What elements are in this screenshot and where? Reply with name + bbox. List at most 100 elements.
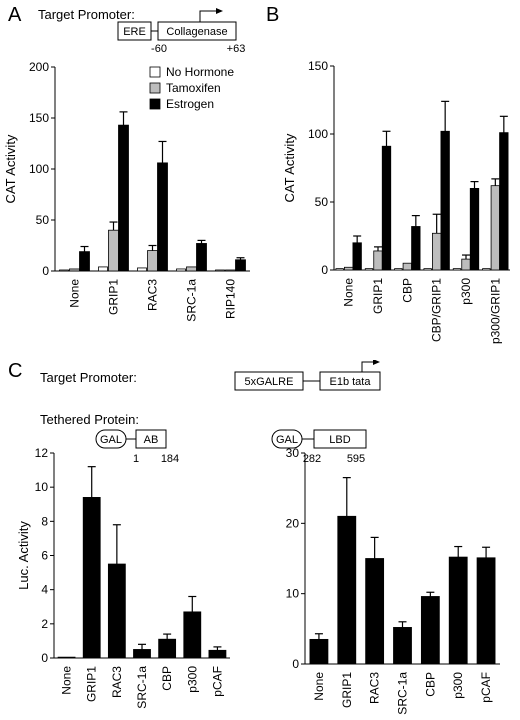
y-tick-label: 50 [36,213,50,227]
transcription-arrow [199,10,216,22]
bar [157,162,168,272]
tether-diagram-lbd: GAL LBD 282 595 [271,429,367,465]
y-tick-label: 2 [41,617,48,631]
x-tick-label: None [60,666,74,695]
y-tick-label: 150 [29,111,49,125]
collagenase-box [157,21,237,41]
bar [364,268,374,271]
promoter-label: Target Promoter: [38,7,135,22]
bar [215,269,225,272]
e1b-box [319,371,381,391]
x-tick-label: RAC3 [110,666,124,698]
bar [59,269,69,272]
bar [482,268,491,271]
legend-label: No Hormone [166,65,234,79]
bar [186,266,197,272]
x-tick-label: GRIP1 [371,278,385,314]
collagenase-label: Collagenase [166,26,227,38]
ab-label: AB [144,434,159,446]
y-tick-label: 8 [41,514,48,528]
y-axis-label: Luc. Activity [16,521,31,590]
y-tick-label: 0 [42,264,49,278]
y-axis-label: CAT Activity [3,134,18,203]
y-tick-label: 200 [29,60,49,74]
ere-label: ERE [123,26,146,38]
x-tick-label: RAC3 [146,279,160,311]
bar [337,515,357,665]
legend-swatch [149,66,161,78]
x-tick-label: pCAF [479,672,493,703]
y-tick-label: 20 [286,516,300,530]
bar [402,262,412,271]
bar [107,563,126,659]
y-tick-label: 100 [29,162,49,176]
x-tick-label: RIP140 [224,279,238,319]
chart-c-left: 0 2 4 6 8 10 12 Luc. Activity None GRIP1 RAC3 SRC-1… [16,446,230,709]
bar [196,243,207,272]
bar [208,649,227,659]
lbd-label: LBD [329,434,350,446]
x-tick-label: GRIP1 [340,672,354,708]
transcription-arrowhead [216,8,223,14]
panel-letter-a: A [8,4,22,26]
bar [448,556,468,665]
chart-b: 0 50 100 150 CAT Activity None GRIP1 CBP CBP/GRI… [282,59,510,344]
bar [82,497,101,659]
chart-c-right: 0 10 20 30 None GRIP1 RAC3 SRC-1a CBP p300 pCAF [286,446,500,715]
bar [452,268,462,271]
panel-letter-c: C [8,360,23,382]
bar [411,226,421,271]
bar [118,124,129,272]
x-tick-label: CBP [160,666,174,691]
lbd-end-label: 595 [347,453,365,465]
bar [344,266,354,271]
y-tick-label: 0 [41,651,48,665]
tether-diagram-ab: GAL AB 1 184 [95,429,179,465]
y-tick-label: 10 [286,587,300,601]
y-tick-label: 50 [315,195,329,209]
legend-label: Tamoxifen [166,81,221,95]
lbd-start-label: 282 [303,453,321,465]
bar [394,268,403,271]
bar [225,269,236,272]
bar [352,242,362,271]
y-tick-label: 6 [41,549,48,563]
y-tick-label: 150 [308,59,328,73]
bar [420,596,440,665]
bar [490,185,500,271]
transcription-arrowhead-c [373,360,380,365]
legend-swatch [149,98,161,110]
ab-start-label: 1 [133,453,139,465]
gal-label-2: GAL [276,434,298,446]
bar [79,251,90,272]
lbd-box [313,429,367,449]
bar [423,268,432,271]
bar [365,558,385,665]
bar [440,130,450,271]
y-tick-label: 10 [35,480,49,494]
bar [147,250,158,272]
x-tick-label: None [68,279,82,308]
bar [476,557,496,665]
bar [69,268,80,272]
galre-label: 5xGALRE [245,376,294,388]
x-tick-label: CBP/GRIP1 [430,278,444,342]
y-tick-label: 0 [292,657,299,671]
bar [432,232,442,271]
bar [158,638,177,659]
x-tick-label: pCAF [210,666,224,697]
x-tick-label: SRC-1a [185,279,199,322]
bar [108,229,119,272]
bar [469,187,480,271]
panel-letter-b: B [266,4,280,26]
promoter-diagram-a: Target Promoter: ERE Collagenase -60 +63 [38,7,245,55]
legend-label: Estrogen [166,97,214,111]
y-tick-label: 100 [308,127,328,141]
legend-swatch [149,82,161,94]
transcription-arrow-c [361,361,374,372]
x-tick-label: None [342,278,356,307]
ab-end-label: 184 [161,453,179,465]
bar [137,267,147,272]
x-tick-label: None [312,672,326,701]
y-tick-label: 4 [41,583,48,597]
